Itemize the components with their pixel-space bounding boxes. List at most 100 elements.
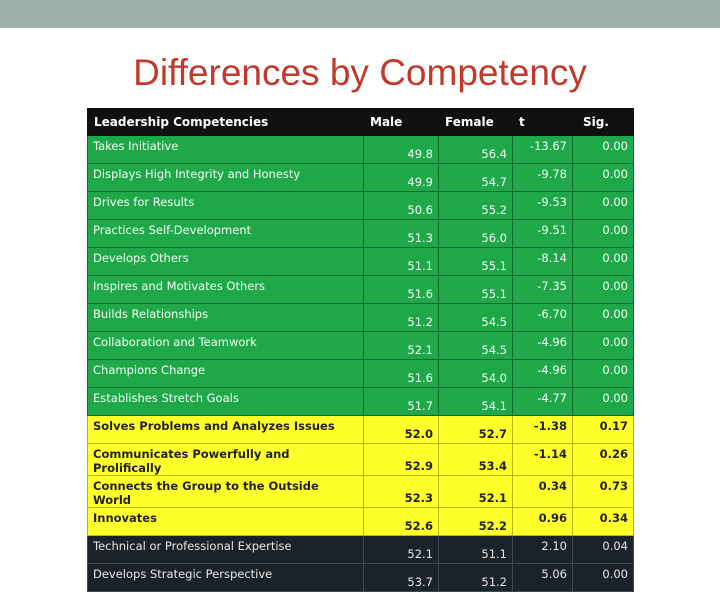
sig-value-cell: 0.17 — [572, 415, 634, 444]
male-score-cell: 51.6 — [363, 275, 439, 304]
competency-name-cell: Drives for Results — [87, 191, 364, 220]
male-score-cell: 52.3 — [363, 475, 439, 508]
table-row: Connects the Group to the Outside World 5… — [87, 475, 634, 508]
competency-name-cell: Practices Self-Development — [87, 219, 364, 248]
t-value-cell: 5.06 — [512, 563, 573, 592]
table-row: Communicates Powerfully and Prolifically… — [87, 443, 634, 476]
competency-name-cell: Builds Relationships — [87, 303, 364, 332]
table-row: Establishes Stretch Goals 51.7 54.1 -4.77 0.… — [87, 387, 634, 416]
table-row: Collaboration and Teamwork 52.1 54.5 -4.96 0… — [87, 331, 634, 360]
t-value-cell: -9.78 — [512, 163, 573, 192]
female-score-cell: 55.2 — [438, 191, 513, 220]
t-value-cell: -1.14 — [512, 443, 573, 476]
t-value-cell: -1.38 — [512, 415, 573, 444]
male-score-cell: 51.3 — [363, 219, 439, 248]
male-score-cell: 51.1 — [363, 247, 439, 276]
table-row: Drives for Results 50.6 55.2 -9.53 0.00 — [87, 191, 634, 220]
competency-name-cell: Develops Strategic Perspective — [87, 563, 364, 592]
female-score-cell: 54.0 — [438, 359, 513, 388]
sig-value-cell: 0.00 — [572, 163, 634, 192]
female-score-cell: 52.2 — [438, 507, 513, 536]
female-score-cell: 52.7 — [438, 415, 513, 444]
t-value-cell: 0.34 — [512, 475, 573, 508]
table-row: Champions Change 51.6 54.0 -4.96 0.00 — [87, 359, 634, 388]
male-score-cell: 50.6 — [363, 191, 439, 220]
competency-name-cell: Connects the Group to the Outside World — [87, 475, 364, 508]
female-score-cell: 56.0 — [438, 219, 513, 248]
male-score-cell: 49.8 — [363, 135, 439, 164]
header-t: t — [512, 108, 573, 136]
t-value-cell: -4.77 — [512, 387, 573, 416]
table-row: Develops Others 51.1 55.1 -8.14 0.00 — [87, 247, 634, 276]
sig-value-cell: 0.00 — [572, 359, 634, 388]
male-score-cell: 49.9 — [363, 163, 439, 192]
sig-value-cell: 0.00 — [572, 247, 634, 276]
sig-value-cell: 0.00 — [572, 135, 634, 164]
female-score-cell: 56.4 — [438, 135, 513, 164]
competency-name-cell: Takes Initiative — [87, 135, 364, 164]
sig-value-cell: 0.00 — [572, 191, 634, 220]
table-row: Practices Self-Development 51.3 56.0 -9.51 0… — [87, 219, 634, 248]
top-decor-bar — [0, 0, 720, 28]
table-header-row: Leadership Competencies Male Female t Si… — [87, 108, 634, 136]
table-body: Takes Initiative 49.8 56.4 -13.67 0.00 Displa… — [87, 135, 634, 592]
slide-title: Differences by Competency — [133, 52, 587, 93]
sig-value-cell: 0.00 — [572, 303, 634, 332]
sig-value-cell: 0.26 — [572, 443, 634, 476]
table-row: Displays High Integrity and Honesty 49.9 5… — [87, 163, 634, 192]
competency-name-cell: Inspires and Motivates Others — [87, 275, 364, 304]
competency-name-cell: Champions Change — [87, 359, 364, 388]
male-score-cell: 52.9 — [363, 443, 439, 476]
competency-name-cell: Collaboration and Teamwork — [87, 331, 364, 360]
t-value-cell: -4.96 — [512, 331, 573, 360]
table-row: Builds Relationships 51.2 54.5 -6.70 0.00 — [87, 303, 634, 332]
t-value-cell: -9.51 — [512, 219, 573, 248]
male-score-cell: 52.0 — [363, 415, 439, 444]
competency-name-cell: Develops Others — [87, 247, 364, 276]
sig-value-cell: 0.34 — [572, 507, 634, 536]
male-score-cell: 51.6 — [363, 359, 439, 388]
female-score-cell: 52.1 — [438, 475, 513, 508]
table-row: Solves Problems and Analyzes Issues 52.0 5… — [87, 415, 634, 444]
t-value-cell: -8.14 — [512, 247, 573, 276]
competency-name-cell: Innovates — [87, 507, 364, 536]
male-score-cell: 52.6 — [363, 507, 439, 536]
t-value-cell: -4.96 — [512, 359, 573, 388]
sig-value-cell: 0.00 — [572, 387, 634, 416]
competency-name-cell: Establishes Stretch Goals — [87, 387, 364, 416]
male-score-cell: 52.1 — [363, 331, 439, 360]
male-score-cell: 51.2 — [363, 303, 439, 332]
competency-table: Leadership Competencies Male Female t Si… — [87, 108, 634, 592]
table-row: Inspires and Motivates Others 51.6 55.1 -7.… — [87, 275, 634, 304]
table-row: Innovates 52.6 52.2 0.96 0.34 — [87, 507, 634, 536]
female-score-cell: 55.1 — [438, 275, 513, 304]
female-score-cell: 54.7 — [438, 163, 513, 192]
female-score-cell: 54.1 — [438, 387, 513, 416]
header-female: Female — [438, 108, 513, 136]
female-score-cell: 51.2 — [438, 563, 513, 592]
t-value-cell: -6.70 — [512, 303, 573, 332]
sig-value-cell: 0.00 — [572, 331, 634, 360]
female-score-cell: 53.4 — [438, 443, 513, 476]
female-score-cell: 55.1 — [438, 247, 513, 276]
t-value-cell: -13.67 — [512, 135, 573, 164]
header-male: Male — [363, 108, 439, 136]
sig-value-cell: 0.00 — [572, 219, 634, 248]
female-score-cell: 54.5 — [438, 303, 513, 332]
header-competencies: Leadership Competencies — [87, 108, 364, 136]
competency-name-cell: Communicates Powerfully and Prolifically — [87, 443, 364, 476]
sig-value-cell: 0.00 — [572, 563, 634, 592]
male-score-cell: 53.7 — [363, 563, 439, 592]
t-value-cell: 0.96 — [512, 507, 573, 536]
sig-value-cell: 0.73 — [572, 475, 634, 508]
table-row: Takes Initiative 49.8 56.4 -13.67 0.00 — [87, 135, 634, 164]
male-score-cell: 51.7 — [363, 387, 439, 416]
competency-name-cell: Displays High Integrity and Honesty — [87, 163, 364, 192]
female-score-cell: 54.5 — [438, 331, 513, 360]
table-row: Develops Strategic Perspective 53.7 51.2 5.… — [87, 563, 634, 592]
sig-value-cell: 0.00 — [572, 275, 634, 304]
header-sig: Sig. — [572, 108, 634, 136]
t-value-cell: -7.35 — [512, 275, 573, 304]
competency-name-cell: Solves Problems and Analyzes Issues — [87, 415, 364, 444]
t-value-cell: -9.53 — [512, 191, 573, 220]
